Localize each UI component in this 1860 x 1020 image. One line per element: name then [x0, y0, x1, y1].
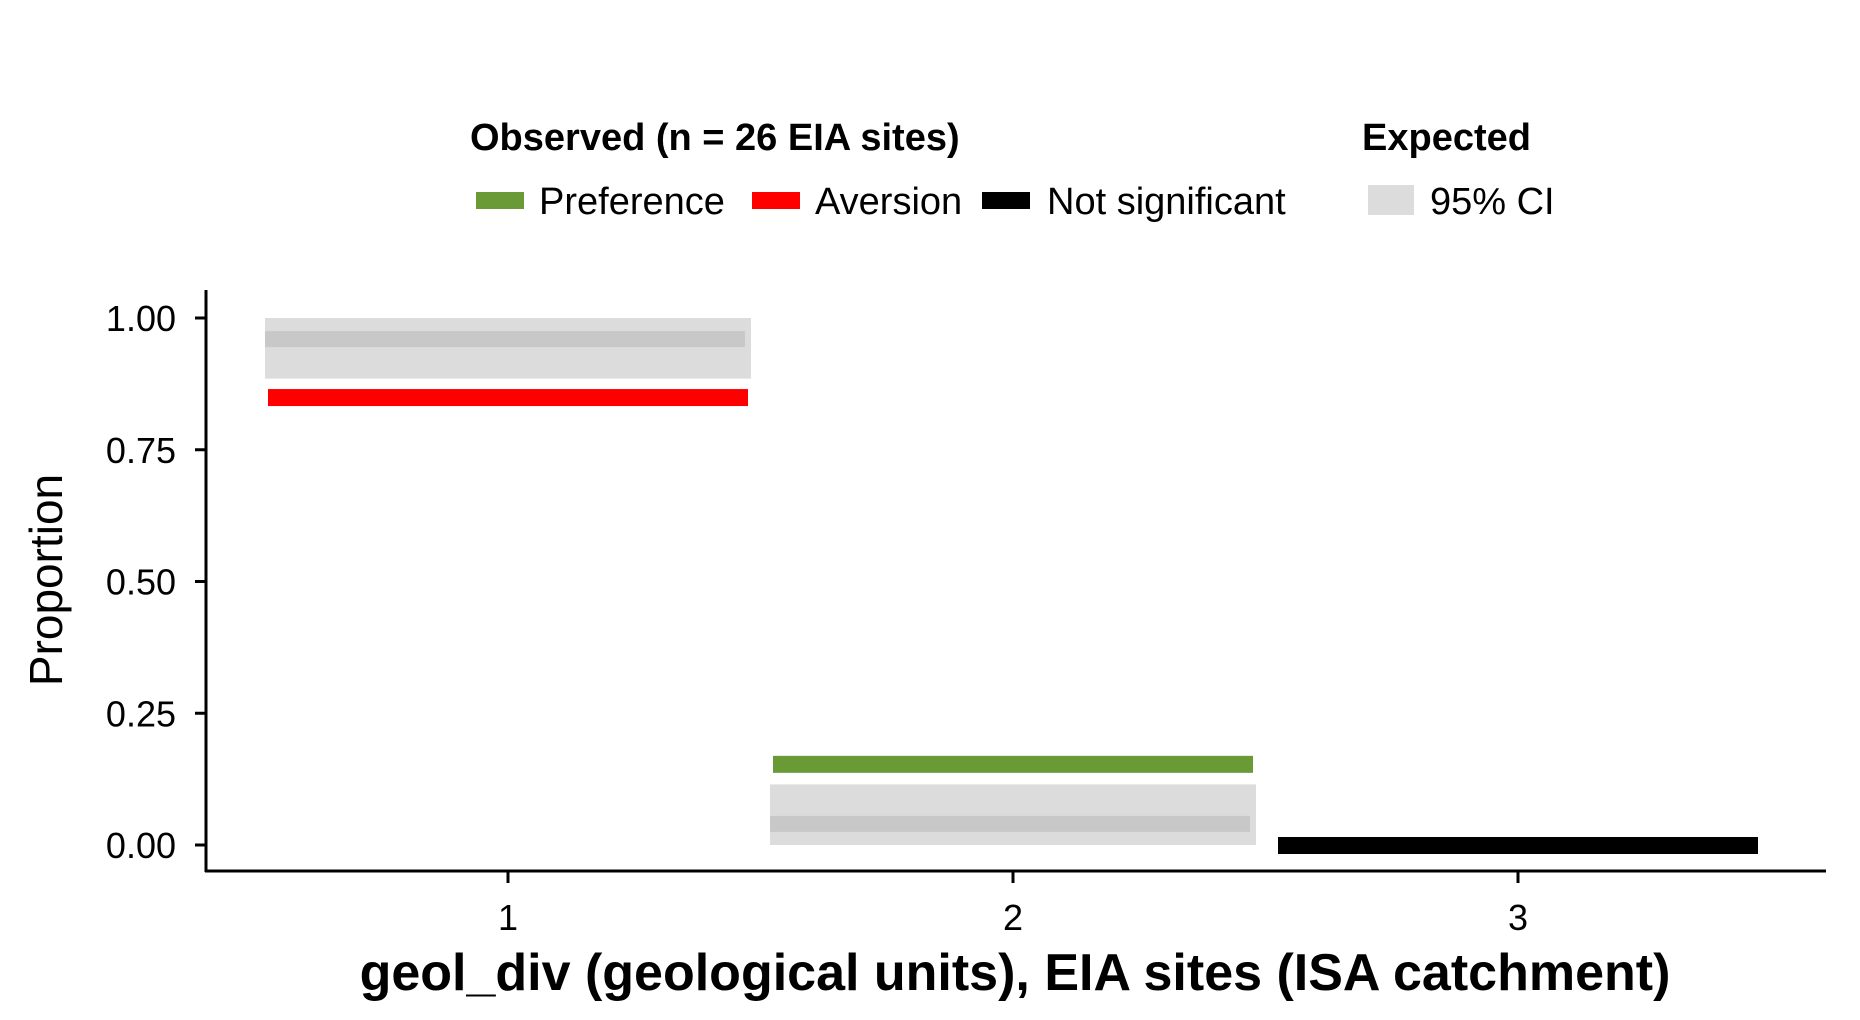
legend-observed-title: Observed (n = 26 EIA sites)	[470, 117, 960, 159]
x-tick-label: 2	[1003, 897, 1023, 938]
legend: Observed (n = 26 EIA sites) Expected Pre…	[470, 117, 1555, 223]
plot-area	[265, 318, 1758, 854]
expected-ci-band-2	[770, 784, 1256, 845]
observed-bar-2	[773, 755, 1253, 773]
legend-label-aversion: Aversion	[815, 181, 962, 223]
legend-key-not-significant	[982, 192, 1030, 209]
y-tick-label: 1.00	[106, 298, 176, 339]
expected-line-1	[265, 331, 745, 348]
legend-label-not-significant: Not significant	[1047, 181, 1286, 223]
y-tick-label: 0.75	[106, 430, 176, 471]
expected-ci-band-1	[265, 318, 751, 379]
legend-key-preference	[476, 192, 524, 209]
legend-key-95-ci	[1368, 185, 1414, 215]
observed-bar-3	[1278, 837, 1758, 854]
expected-line-2	[770, 815, 1250, 832]
y-axis-label: Proportion	[20, 474, 72, 686]
legend-expected-title: Expected	[1362, 117, 1531, 159]
x-axis-ticks: 1 2 3	[498, 871, 1528, 938]
legend-label-95-ci: 95% CI	[1430, 181, 1555, 223]
legend-key-aversion	[752, 192, 800, 209]
x-axis-label: geol_div (geological units), EIA sites (…	[360, 944, 1671, 1002]
y-tick-label: 0.25	[106, 693, 176, 734]
y-axis-ticks: 0.00 0.25 0.50 0.75 1.00	[106, 298, 206, 866]
observed-bar-1	[268, 389, 748, 407]
y-tick-label: 0.00	[106, 825, 176, 866]
legend-label-preference: Preference	[539, 181, 725, 223]
x-tick-label: 1	[498, 897, 518, 938]
y-tick-label: 0.50	[106, 562, 176, 603]
x-tick-label: 3	[1508, 897, 1528, 938]
